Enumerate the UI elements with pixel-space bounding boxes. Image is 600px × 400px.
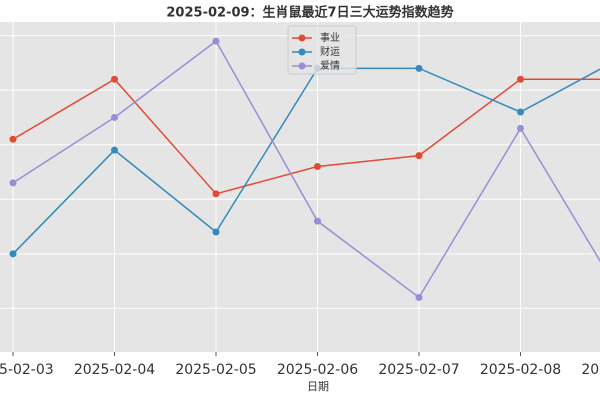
- point: [9, 250, 17, 258]
- plot-area: [0, 22, 600, 352]
- point: [415, 293, 423, 301]
- x-tick-label: 2025-02-09: [581, 362, 600, 378]
- legend-marker: [298, 48, 306, 56]
- x-axis-label: 日期: [307, 380, 329, 393]
- point: [415, 152, 423, 160]
- point: [212, 37, 220, 45]
- x-tick-label: 2025-02-06: [277, 362, 358, 378]
- x-tick-label: 2025-02-03: [0, 362, 54, 378]
- point: [314, 217, 321, 225]
- x-tick-label: 2025-02-04: [74, 362, 155, 378]
- legend-label: 财运: [320, 45, 340, 58]
- point: [9, 179, 17, 187]
- x-tick-label: 2025-02-07: [378, 362, 459, 378]
- chart-title: 2025-02-09：生肖鼠最近7日三大运势指数趋势: [166, 5, 453, 21]
- point: [517, 124, 524, 132]
- point: [517, 75, 524, 83]
- point: [111, 113, 118, 121]
- x-tick-label: 2025-02-08: [480, 362, 561, 378]
- legend-marker: [298, 34, 306, 42]
- point: [111, 75, 118, 83]
- point: [111, 146, 118, 154]
- legend-marker: [298, 62, 306, 70]
- point: [9, 135, 17, 143]
- point: [415, 64, 423, 72]
- point: [517, 108, 524, 116]
- point: [212, 190, 220, 198]
- x-tick-label: 2025-02-05: [175, 362, 256, 378]
- point: [212, 228, 220, 236]
- legend-label: 爱情: [320, 59, 340, 72]
- legend-label: 事业: [320, 31, 340, 44]
- point: [314, 163, 321, 171]
